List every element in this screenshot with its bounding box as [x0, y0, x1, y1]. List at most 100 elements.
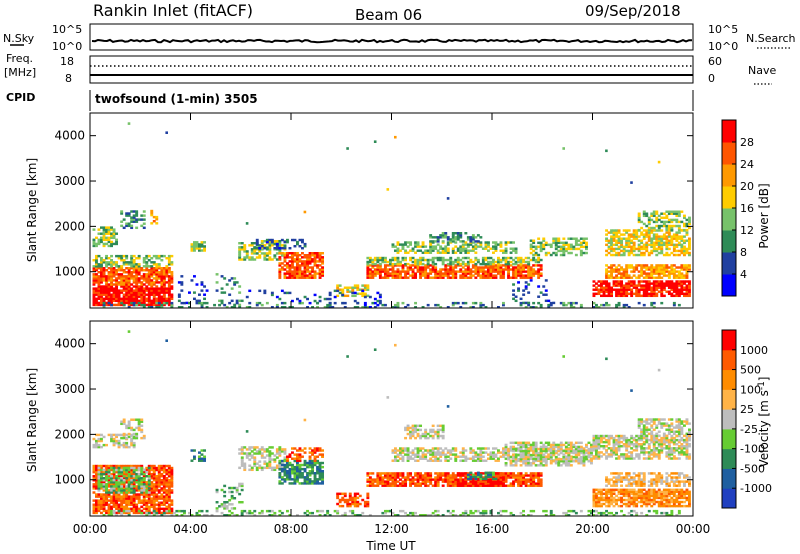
data-cell [670, 243, 674, 247]
data-cell [688, 239, 691, 242]
data-cell [562, 303, 566, 307]
data-cell [494, 243, 498, 246]
data-cell [278, 482, 282, 485]
data-cell [637, 282, 641, 285]
data-cell [625, 294, 629, 298]
data-cell [610, 276, 614, 279]
data-cell [112, 485, 116, 488]
data-cell [620, 276, 624, 279]
data-cell [474, 474, 478, 477]
data-cell [456, 482, 460, 485]
data-cell [120, 257, 124, 260]
data-cell [160, 277, 164, 280]
data-cell [647, 231, 651, 234]
data-cell [366, 480, 370, 483]
data-cell [529, 306, 533, 309]
data-cell [288, 276, 292, 279]
data-cell [127, 491, 131, 494]
data-cell [529, 482, 533, 485]
data-cell [268, 252, 272, 255]
data-cell [434, 272, 438, 275]
data-cell [145, 509, 149, 513]
data-cell [303, 476, 307, 479]
data-cell [429, 236, 433, 239]
data-cell [371, 270, 375, 273]
data-cell [373, 274, 377, 277]
data-cell [373, 262, 377, 266]
data-cell [152, 263, 156, 266]
data-cell [107, 289, 111, 292]
data-cell [617, 229, 621, 232]
data-cell [665, 235, 669, 238]
data-cell [203, 249, 207, 252]
data-cell [115, 493, 119, 496]
data-cell [288, 260, 292, 263]
data-cell [311, 480, 315, 483]
data-cell [514, 299, 518, 303]
data-cell [260, 468, 264, 472]
data-cell [152, 468, 156, 472]
data-cell [627, 276, 631, 279]
data-cell [230, 306, 234, 309]
data-cell [316, 264, 320, 267]
data-cell [517, 268, 521, 271]
data-cell [451, 301, 455, 305]
data-cell [150, 257, 154, 260]
data-cell [167, 489, 171, 492]
data-cell [170, 295, 174, 298]
data-cell [130, 426, 134, 430]
data-cell [439, 256, 443, 260]
data-cell [524, 276, 528, 279]
data-cell [419, 474, 423, 477]
data-cell [436, 476, 440, 479]
data-cell [268, 246, 272, 249]
data-cell [577, 247, 581, 251]
data-cell [635, 292, 639, 296]
data-cell [162, 277, 166, 280]
data-cell [112, 503, 116, 506]
data-cell [451, 266, 455, 269]
data-cell [112, 464, 116, 468]
data-cell [130, 254, 134, 258]
data-cell [275, 306, 279, 309]
data-cell [316, 465, 320, 469]
data-cell [449, 256, 453, 260]
data-cell [286, 254, 289, 257]
data-cell [514, 266, 518, 269]
data-cell [107, 466, 111, 470]
data-cell [527, 264, 531, 267]
data-cell [165, 275, 169, 278]
data-cell [115, 277, 119, 280]
data-cell [650, 268, 654, 271]
data-cell [137, 281, 141, 284]
data-cell [652, 266, 656, 269]
data-cell [321, 472, 325, 475]
data-cell [487, 256, 490, 260]
data-cell [492, 241, 495, 244]
data-cell [642, 237, 646, 240]
data-cell [527, 283, 531, 286]
data-cell [504, 256, 508, 260]
data-cell [110, 466, 114, 470]
data-cell [110, 271, 114, 274]
power-colorbar-label: Power [dB] [757, 183, 771, 248]
data-cell [105, 501, 109, 504]
data-cell [404, 256, 408, 260]
data-cell [167, 261, 171, 264]
data-cell [92, 507, 96, 511]
data-cell [92, 242, 96, 246]
data-cell [532, 256, 536, 260]
data-cell [107, 468, 111, 472]
data-cell [514, 260, 518, 264]
data-cell [135, 509, 139, 513]
data-cell [140, 470, 144, 474]
data-cell [120, 501, 124, 504]
data-cell [595, 286, 598, 289]
data-cell [110, 468, 114, 472]
data-cell [248, 256, 252, 259]
data-cell [137, 291, 141, 294]
data-cell [680, 220, 684, 224]
data-cell [394, 258, 397, 262]
data-cell [361, 498, 365, 502]
data-cell [225, 505, 229, 508]
